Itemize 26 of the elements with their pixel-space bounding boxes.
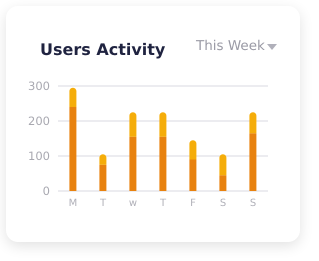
chart-title: Users Activity	[40, 40, 166, 59]
x-tick-label: S	[250, 198, 256, 210]
bar	[99, 164, 106, 191]
x-tick-label: T	[158, 198, 167, 210]
bar	[159, 112, 166, 137]
bar	[189, 160, 196, 191]
x-tick-label: w	[128, 198, 138, 210]
bar	[69, 88, 76, 107]
x-tick-label: S	[220, 198, 226, 210]
bar	[69, 107, 76, 191]
x-tick-label: M	[68, 198, 78, 210]
bar	[129, 112, 136, 137]
bar	[249, 112, 256, 134]
bar	[189, 140, 196, 160]
bar	[219, 175, 226, 191]
bar	[159, 136, 166, 191]
x-tick-label: T	[98, 198, 107, 210]
chart-subtitle: This Week	[196, 38, 265, 54]
y-tick-label: 200	[28, 114, 50, 128]
y-tick-label: 0	[42, 184, 50, 198]
y-tick-label: 300	[28, 79, 50, 94]
y-tick-label: 100	[28, 149, 50, 164]
bar	[219, 154, 226, 176]
bar	[129, 136, 136, 191]
x-tick-label: F	[190, 198, 196, 210]
bar	[249, 133, 256, 191]
